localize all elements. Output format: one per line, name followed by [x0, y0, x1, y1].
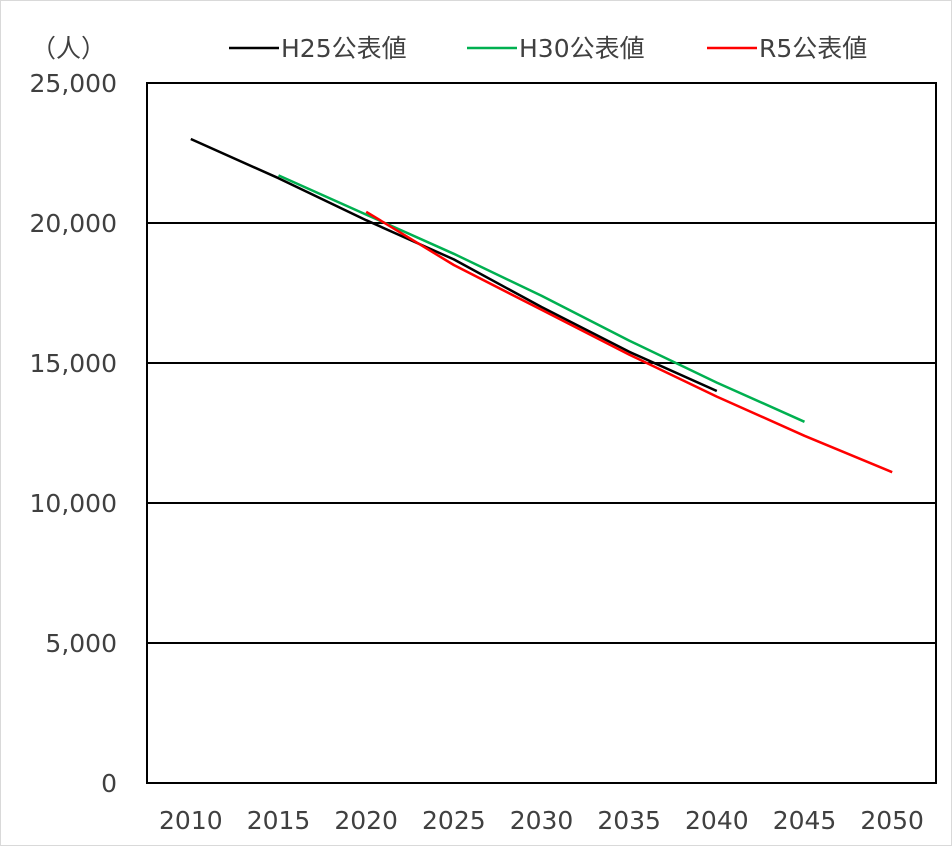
y-tick-label-1: 5,000: [45, 629, 117, 658]
series-line-0: [190, 137, 718, 393]
legend-label-2: R5公表値: [759, 34, 867, 63]
x-tick-label-8: 2050: [860, 806, 924, 835]
y-axis-unit-label: （人）: [31, 34, 106, 63]
x-axis-tick-labels: 2010 2015 2020 2025 2030 2035 2040 2045 2050: [159, 806, 924, 835]
y-tick-label-3: 15,000: [30, 349, 117, 378]
plot-border: [146, 82, 937, 784]
legend-label-0: H25公表値: [281, 34, 407, 63]
x-tick-label-6: 2040: [685, 806, 749, 835]
x-tick-label-0: 2010: [159, 806, 223, 835]
y-tick-label-0: 0: [101, 769, 117, 798]
series-lines: [190, 137, 893, 474]
x-tick-label-1: 2015: [247, 806, 311, 835]
legend-label-1: H30公表値: [519, 34, 645, 63]
x-tick-label-3: 2025: [422, 806, 486, 835]
series-line-2: [365, 210, 893, 474]
gridlines: [147, 222, 936, 644]
legend: H25公表値 H30公表値 R5公表値: [229, 34, 867, 63]
x-tick-label-7: 2045: [773, 806, 837, 835]
y-tick-label-5: 25,000: [30, 69, 117, 98]
y-axis-tick-labels: 0 5,000 10,000 15,000 20,000 25,000: [30, 69, 117, 798]
series-line-1: [277, 174, 806, 423]
x-tick-label-5: 2035: [597, 806, 661, 835]
y-tick-label-4: 20,000: [30, 209, 117, 238]
plot-area: [147, 83, 936, 783]
x-tick-label-2: 2020: [334, 806, 398, 835]
y-tick-label-2: 10,000: [30, 489, 117, 518]
x-tick-label-4: 2030: [510, 806, 574, 835]
